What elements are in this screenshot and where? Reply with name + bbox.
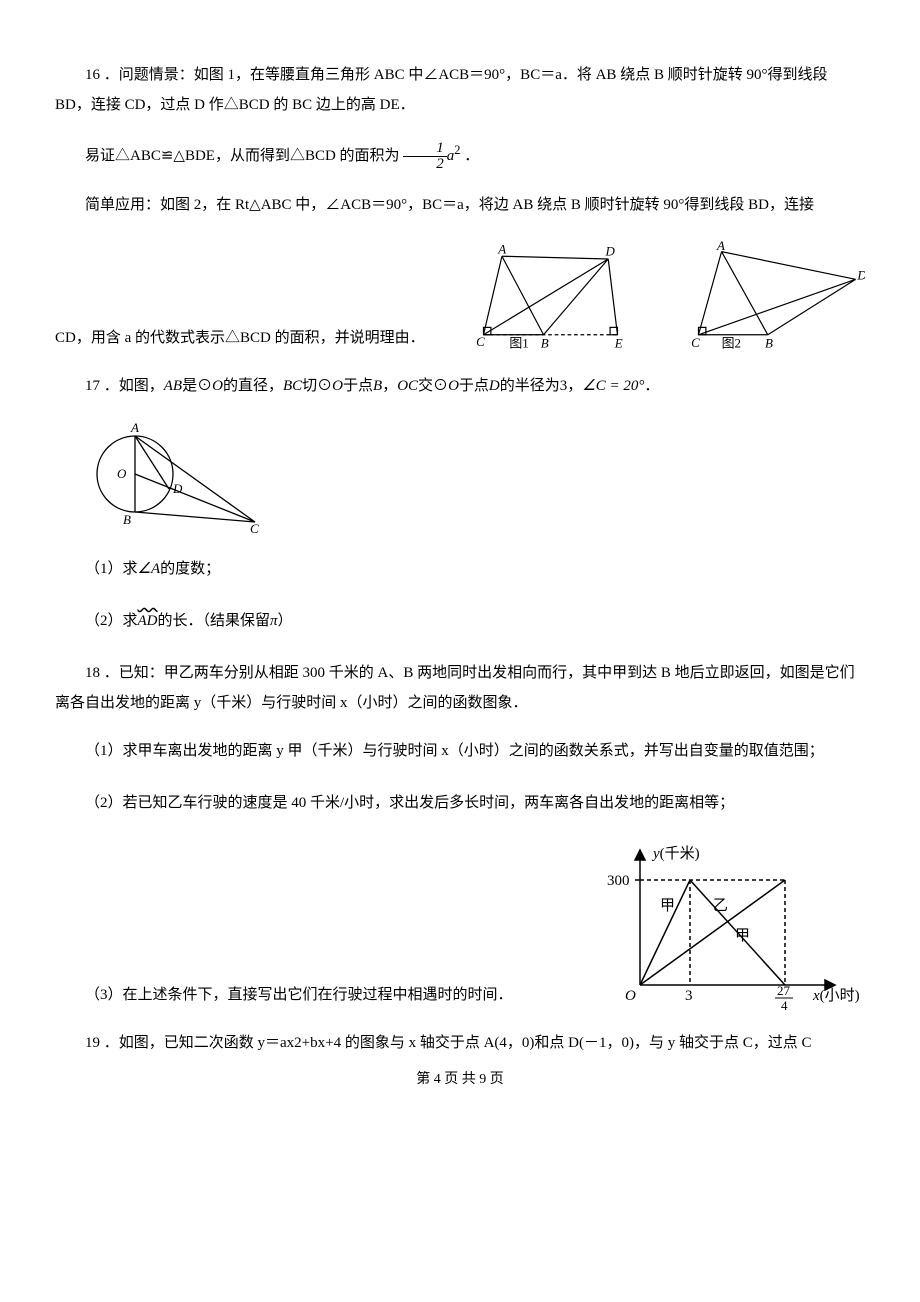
fig1-label-B: B: [540, 336, 548, 351]
q16-figure-row: CD，用含 a 的代数式表示△BCD 的面积，并说明理由．: [55, 238, 865, 353]
q17-B: B: [373, 378, 382, 394]
fig1-label-E: E: [613, 336, 622, 351]
q17-fig-B: B: [123, 512, 131, 527]
q16-line2: 易证△ABC≌△BDE，从而得到△BCD 的面积为 1 2 a2 ．: [55, 138, 865, 172]
q17-t-k: ．: [644, 378, 659, 394]
q17-line1: 17 ．如图，AB是⊙O的直径，BC切⊙O于点B，OC交⊙O于点D的半径为3，∠…: [55, 371, 865, 401]
q18-line1: 18 ．已知：甲乙两车分别从相距 300 千米的 A、B 两地同时出发相向而行，…: [55, 658, 865, 718]
q17-figure-wrap: A O B D C: [85, 419, 865, 534]
q17-AB: AB: [164, 378, 182, 394]
fig1-label-D: D: [604, 243, 615, 258]
q18-fig-300: 300: [607, 873, 630, 889]
q17-sub2-c: ）: [278, 613, 293, 629]
q18-sub3: （3）在上述条件下，直接写出它们在行驶过程中相遇时的时间．: [55, 980, 513, 1010]
q17-O3: O: [448, 378, 459, 394]
q17-t-b: 是⊙: [182, 378, 212, 394]
q16-frac-den: 2: [403, 157, 447, 172]
fig1-label-C: C: [476, 334, 485, 349]
q17-pi: π: [270, 613, 278, 629]
q17-t-h: 于点: [459, 378, 489, 394]
q17-D: D: [489, 378, 500, 394]
q19-line1: 19 ．如图，已知二次函数 y＝ax2+bx+4 的图象与 x 轴交于点 A(4…: [55, 1028, 865, 1058]
fig1-label-A: A: [497, 242, 506, 257]
q18-fig-jia2: 甲: [735, 928, 750, 944]
q17-O2: O: [332, 378, 343, 394]
q18-fig-274-num: 27: [777, 983, 791, 998]
fig2-label-C: C: [691, 335, 700, 350]
q17-AD: AD: [138, 613, 158, 629]
q17-OC: OC: [397, 378, 418, 394]
q17-sub1-a: （1）求: [85, 561, 138, 577]
q16-line3: 简单应用：如图 2，在 Rt△ABC 中，∠ACB＝90°，BC＝a，将边 AB…: [55, 190, 865, 220]
q17-sub2-a: （2）求: [85, 613, 138, 629]
q17-sub1-b: 的度数；: [160, 561, 220, 577]
q17-t-e: 于点: [343, 378, 373, 394]
q16-fraction: 1 2: [403, 141, 447, 172]
q17-O1: O: [212, 378, 223, 394]
q18-fig-jia1: 甲: [660, 898, 675, 914]
q18-sub2: （2）若已知乙车行驶的速度是 40 千米/小时，求出发后多长时间，两车离各自出发…: [55, 788, 865, 818]
q18-fig-ylabel: y(千米): [651, 845, 700, 862]
q18-figure: y(千米) x(小时) 300 甲 乙 甲 O 3 27 4: [585, 840, 865, 1010]
fig1-caption: 图1: [509, 336, 528, 351]
q16-line2-post: ．: [464, 148, 479, 164]
q18-fig-3: 3: [685, 988, 693, 1004]
q17-t-g: 交⊙: [418, 378, 448, 394]
q18-fig-xlabel: x(小时): [812, 987, 860, 1004]
q18-row: （3）在上述条件下，直接写出它们在行驶过程中相遇时的时间．: [55, 840, 865, 1010]
q16-figure2: A D C B 图2: [680, 238, 865, 353]
q16-frac-exp: 2: [454, 143, 460, 157]
q16-frac-num: 1: [403, 141, 447, 157]
q17-sub2: （2）求AD的长．（结果保留π）: [55, 606, 865, 636]
page: 16 ．问题情景：如图 1，在等腰直角三角形 ABC 中∠ACB＝90°，BC＝…: [0, 0, 920, 1128]
q17-fig-O: O: [117, 466, 127, 481]
q16-line4: CD，用含 a 的代数式表示△BCD 的面积，并说明理由．: [55, 323, 425, 353]
q18-sub1: （1）求甲车离出发地的距离 y 甲（千米）与行驶时间 x（小时）之间的函数关系式…: [55, 736, 865, 766]
q17-t-a: 17 ．如图，: [85, 378, 164, 394]
q17-angleA: ∠A: [138, 561, 161, 577]
fig2-label-B: B: [765, 336, 773, 351]
q18-fig-274-den: 4: [781, 998, 788, 1010]
q17-sub1: （1）求∠A的度数；: [55, 554, 865, 584]
page-footer: 第 4 页 共 9 页: [55, 1068, 865, 1088]
q17-t-i: 的半径为: [500, 378, 560, 394]
q17-figure: A O B D C: [85, 419, 265, 534]
q17-fig-C: C: [250, 521, 259, 534]
q17-t-d: 切⊙: [302, 378, 332, 394]
q17-BC: BC: [283, 378, 302, 394]
q16-line1: 16 ．问题情景：如图 1，在等腰直角三角形 ABC 中∠ACB＝90°，BC＝…: [55, 60, 865, 120]
q17-t-j: ，: [567, 378, 582, 394]
fig2-label-D: D: [857, 267, 865, 282]
q17-fig-D: D: [172, 481, 183, 496]
q18-fig-yi: 乙: [713, 898, 728, 914]
q17-t-f: ，: [382, 378, 397, 394]
q18-fig-O: O: [625, 988, 636, 1004]
fig2-caption: 图2: [722, 336, 741, 351]
fig2-label-A: A: [716, 238, 725, 253]
q17-fig-A: A: [130, 420, 139, 435]
q16-line2-pre: 易证△ABC≌△BDE，从而得到△BCD 的面积为: [85, 148, 400, 164]
q16-figure1: A D C B E 图1: [465, 238, 641, 353]
q17-sub2-b: 的长．（结果保留: [158, 613, 271, 629]
q17-angleC: ∠C = 20°: [582, 378, 644, 394]
q17-t-c: 的直径，: [223, 378, 283, 394]
